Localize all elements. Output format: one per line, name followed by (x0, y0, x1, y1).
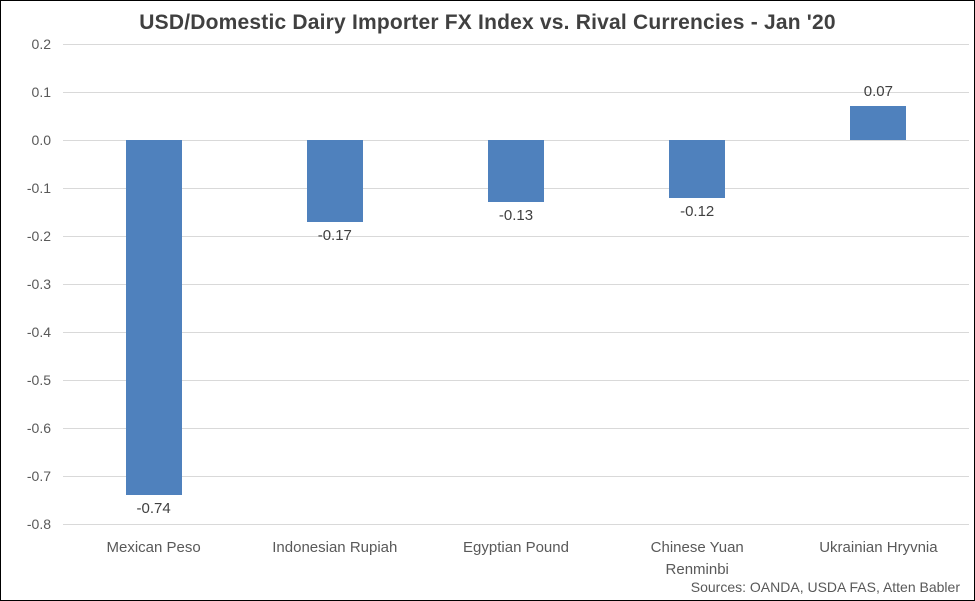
y-axis: 0.2 0.1 0.0 -0.1 -0.2 -0.3 -0.4 -0.5 -0.6 -0.7 -0.… (1, 36, 53, 532)
bar-indonesian-rupiah (306, 140, 363, 222)
gridline (63, 428, 969, 429)
y-tick-label: -0.2 (26, 228, 51, 244)
gridline (63, 44, 969, 45)
y-tick-label: -0.6 (26, 420, 51, 436)
y-tick-label: -0.1 (26, 180, 51, 196)
y-tick-label: -0.7 (26, 468, 51, 484)
gridline (63, 332, 969, 333)
gridline (63, 284, 969, 285)
plot-area: -0.74 -0.17 -0.13 -0.12 0.07 (63, 44, 969, 525)
category-label-egyptian-pound: Egyptian Pound (463, 539, 569, 556)
gridline (63, 476, 969, 477)
y-tick-label: 0.0 (31, 132, 51, 148)
y-tick-label: -0.3 (26, 276, 51, 292)
chart-title: USD/Domestic Dairy Importer FX Index vs.… (139, 11, 836, 34)
category-label-chinese-yuan-renminbi: Chinese Yuan Renminbi (650, 539, 744, 578)
source-note: Sources: OANDA, USDA FAS, Atten Babler (690, 579, 960, 595)
gridline (63, 524, 969, 525)
gridline (63, 380, 969, 381)
y-tick-label: -0.8 (26, 516, 51, 532)
bar-mexican-peso (125, 140, 182, 496)
bar-value-label-mexican-peso: -0.74 (136, 500, 171, 518)
category-label-mexican-peso: Mexican Peso (106, 539, 201, 556)
category-label-ukrainian-hryvnia: Ukrainian Hryvnia (819, 539, 938, 556)
y-tick-label: -0.4 (26, 324, 51, 340)
y-tick-label: 0.1 (31, 84, 51, 100)
bar-chinese-yuan-renminbi (669, 140, 726, 198)
bar-ukrainian-hryvnia (850, 106, 907, 140)
bar-value-label-ukrainian-hryvnia: 0.07 (863, 83, 893, 101)
bar-value-label-indonesian-rupiah: -0.17 (317, 226, 352, 244)
gridline (63, 92, 969, 93)
y-tick-label: 0.2 (31, 36, 51, 52)
y-tick-label: -0.5 (26, 372, 51, 388)
bar-value-label-egyptian-pound: -0.13 (498, 207, 534, 225)
category-label-indonesian-rupiah: Indonesian Rupiah (272, 539, 398, 556)
gridline (63, 236, 969, 237)
bar-value-label-chinese-yuan-renminbi: -0.12 (680, 202, 715, 220)
x-axis: Mexican Peso Indonesian Rupiah Egyptian Po… (63, 537, 969, 581)
bar-egyptian-pound (488, 140, 544, 203)
